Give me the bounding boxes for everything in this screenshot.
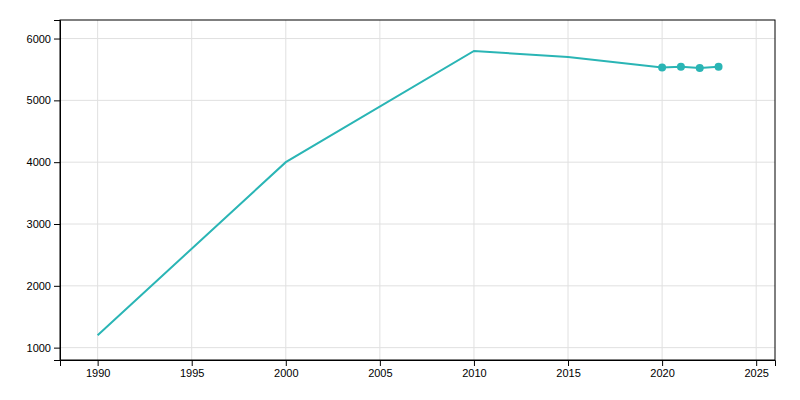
grid [60,20,775,360]
point [677,63,685,71]
point [658,64,666,72]
tick: 2020 [650,360,674,379]
tick: 1990 [86,360,110,379]
tick-mark [568,360,569,366]
tick-label: 4000 [27,156,51,168]
tick: 2000 [27,280,60,292]
grid-line [473,20,474,360]
plot: 1990 1995 2000 2005 2010 2015 2020 2025 1000 2000… [27,20,776,379]
grid-line [60,347,775,348]
tick: 4000 [27,156,60,168]
tick-mark [286,360,287,366]
chart: 1990 1995 2000 2005 2010 2015 2020 2025 1000 2000… [0,0,800,400]
tick-mark [662,360,663,366]
x-axis: 1990 1995 2000 2005 2010 2015 2020 2025 [61,360,776,379]
y-axis: 1000 2000 3000 4000 5000 6000 [27,21,61,361]
tick-mark [54,348,60,349]
grid-line [60,285,775,286]
tick-mark [54,286,60,287]
tick-label: 2015 [556,367,580,379]
tick-label: 2000 [274,367,298,379]
tick: 2015 [556,360,580,379]
tick-mark [54,39,60,40]
tick-label: 1990 [86,367,110,379]
tick-label: 2005 [368,367,392,379]
grid-line [97,20,98,360]
grid-line [756,20,757,360]
tick-mark [54,224,60,225]
tick-mark [98,360,99,366]
grid-line [191,20,192,360]
grid-line [379,20,380,360]
axis-line [54,21,61,361]
plot-frame [60,20,775,360]
grid-line [60,224,775,225]
tick-label: 6000 [27,33,51,45]
tick-mark [756,360,757,366]
grid-line [285,20,286,360]
tick: 6000 [27,33,60,45]
marks [98,51,723,335]
tick-mark [380,360,381,366]
tick: 2010 [462,360,486,379]
tick-mark [54,100,60,101]
point [696,64,704,72]
tick-mark [192,360,193,366]
tick-mark [474,360,475,366]
tick-label: 2000 [27,280,51,292]
grid-line [60,100,775,101]
tick-mark [54,162,60,163]
tick-label: 1995 [180,367,204,379]
tick: 1000 [27,342,60,354]
grid-line [568,20,569,360]
tick: 2025 [744,360,768,379]
tick: 5000 [27,94,60,106]
tick: 1995 [180,360,204,379]
tick: 2005 [368,360,392,379]
grid-line [60,38,775,39]
tick-label: 2010 [462,367,486,379]
point [715,63,723,71]
tick-label: 1000 [27,342,51,354]
line [98,51,719,335]
tick-label: 2020 [650,367,674,379]
tick-label: 5000 [27,94,51,106]
axis-line [61,361,776,367]
tick: 3000 [27,218,60,230]
grid-line [60,162,775,163]
tick-label: 2025 [744,367,768,379]
tick: 2000 [274,360,298,379]
tick-label: 3000 [27,218,51,230]
